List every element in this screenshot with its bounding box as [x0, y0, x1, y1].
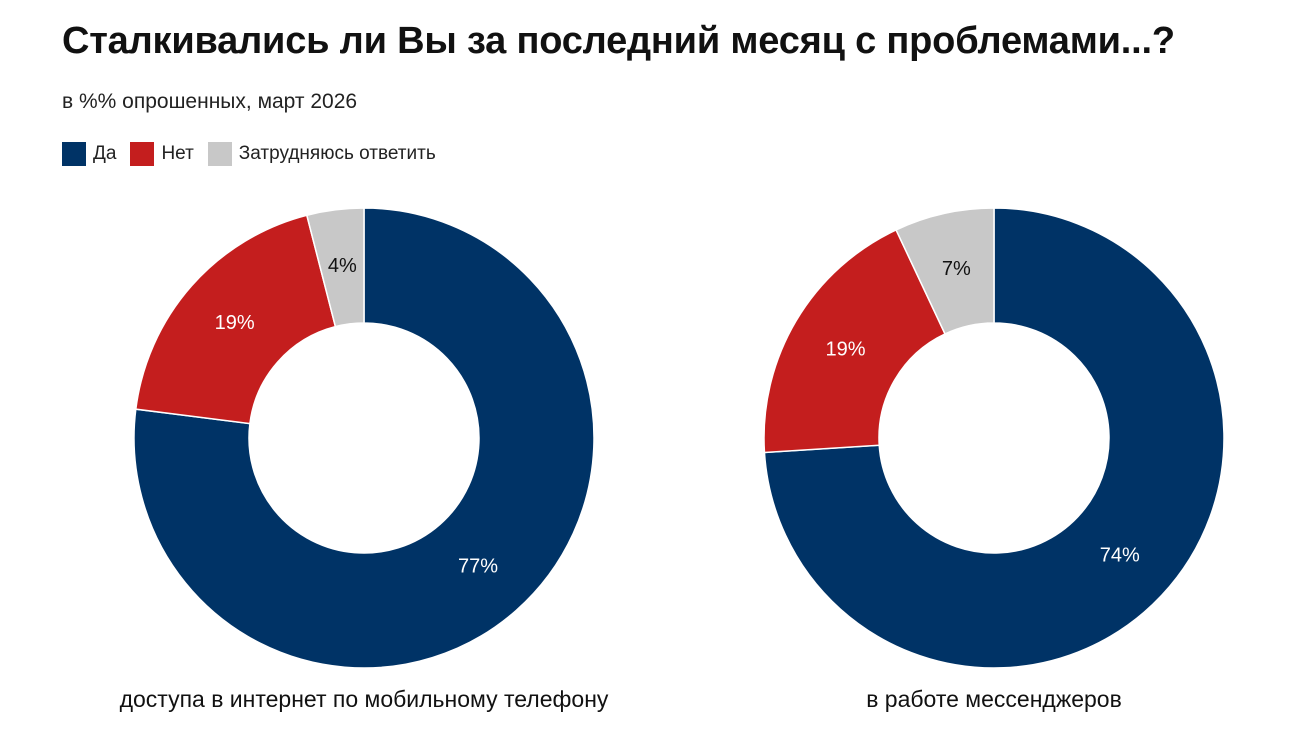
- legend-label-yes: Да: [93, 143, 117, 164]
- slice-label-unsure-mobile-internet: 4%: [328, 255, 357, 277]
- legend-label-unsure: Затрудняюсь ответить: [238, 143, 436, 164]
- legend-swatch-yes: [62, 142, 86, 166]
- legend-swatch-unsure: [207, 142, 232, 166]
- legend-item-unsure: Затрудняюсь ответить: [207, 142, 436, 166]
- slice-label-yes-messengers: 74%: [1100, 544, 1140, 566]
- slice-unsure-mobile-internet: [305, 207, 365, 328]
- donut-chart-messengers: 74% 19% 7% в работе мессенджеров: [763, 207, 1225, 712]
- donut-chart-mobile-internet: 77% 19% 4% доступа в интернет по мобильному…: [120, 207, 609, 712]
- legend-swatch-no: [130, 142, 155, 166]
- legend: Да Нет Затрудняюсь ответить: [62, 142, 450, 166]
- slice-label-no-messengers: 19%: [826, 338, 866, 360]
- slice-no-messengers: [763, 228, 947, 454]
- slice-yes-messengers: [763, 207, 1225, 669]
- chart-caption-mobile-internet: доступа в интернет по мобильному телефон…: [120, 686, 609, 712]
- chart-title: Сталкивались ли Вы за последний месяц с …: [62, 20, 1175, 62]
- slice-yes-mobile-internet: [133, 207, 595, 669]
- legend-item-no: Нет: [130, 142, 194, 166]
- chart-caption-messengers: в работе мессенджеров: [866, 686, 1122, 712]
- slice-label-no-mobile-internet: 19%: [215, 312, 255, 334]
- legend-label-no: Нет: [161, 143, 194, 164]
- chart-subtitle: в %% опрошенных, март 2026: [62, 90, 358, 113]
- slice-label-unsure-messengers: 7%: [942, 258, 971, 280]
- slice-no-mobile-internet: [134, 214, 337, 425]
- slice-unsure-messengers: [895, 207, 995, 335]
- slice-label-yes-mobile-internet: 77%: [458, 556, 498, 578]
- legend-item-yes: Да: [62, 142, 116, 166]
